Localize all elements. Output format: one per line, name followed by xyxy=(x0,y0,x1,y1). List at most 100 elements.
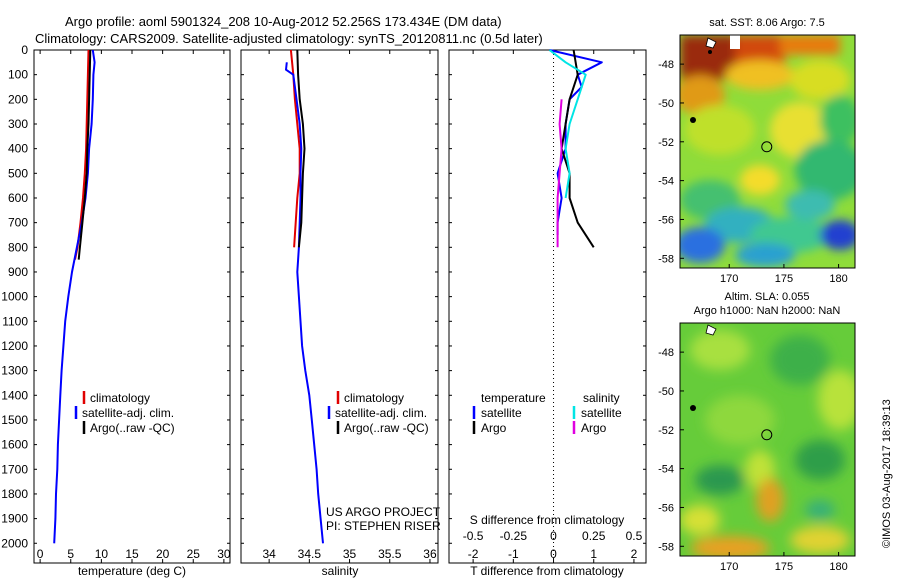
map-y-tick-label: -58 xyxy=(658,541,674,553)
x-tick-label: 20 xyxy=(156,547,170,561)
salinity-plot-frame xyxy=(240,49,439,564)
legend-label-satellite: satellite-adj. clim. xyxy=(82,406,174,420)
sla-map-title-2: Argo h1000: NaN h2000: NaN xyxy=(694,305,841,317)
t-difference-x-label: T difference from climatology xyxy=(470,564,624,578)
depth-tick-label: 600 xyxy=(8,191,28,205)
map-y-tick-label: -48 xyxy=(658,347,674,359)
depth-tick-label: 1200 xyxy=(1,339,28,353)
depth-tick-label: 500 xyxy=(8,166,28,180)
sst-map-ticks: 170 175 180 -48 -50 -52 -54 -56 -58 xyxy=(658,59,848,285)
depth-tick-label: 1100 xyxy=(2,314,28,328)
legend-label-s-satellite: satellite xyxy=(581,406,622,420)
temperature-panel-ticks: 0 5 10 15 20 25 30 xyxy=(34,49,231,563)
difference-plot-frame xyxy=(448,49,647,564)
x-tick-label: 35 xyxy=(343,547,357,561)
x-tick-label: 1 xyxy=(590,547,597,561)
series-line-blue xyxy=(53,49,96,544)
legend-label-argo: Argo(..raw -QC) xyxy=(344,421,429,435)
depth-tick-label: 1700 xyxy=(1,462,28,476)
map-x-tick-label: 180 xyxy=(829,561,847,573)
salinity-panel-ticks: 34 34.5 35 35.5 36 xyxy=(241,49,438,563)
map-x-tick-label: 180 xyxy=(829,273,847,285)
difference-legend: temperature salinity satellite Argo sate… xyxy=(472,391,622,435)
map-x-tick-label: 175 xyxy=(775,561,793,573)
temperature-profile-lines xyxy=(53,49,96,544)
x-tick-label: -2 xyxy=(468,547,479,561)
depth-tick-label: 700 xyxy=(8,216,28,230)
x-tick-label: 34.5 xyxy=(298,547,322,561)
s-diff-tick-label: 0.5 xyxy=(626,529,643,543)
x-tick-label: 25 xyxy=(187,547,201,561)
map-x-tick-label: 175 xyxy=(775,273,793,285)
map-y-tick-label: -50 xyxy=(658,386,674,398)
x-tick-label: 10 xyxy=(95,547,109,561)
x-tick-label: 30 xyxy=(217,547,231,561)
s-difference-x-label: S difference from climatology xyxy=(470,513,625,527)
s-diff-tick-label: 0 xyxy=(550,529,557,543)
x-tick-label: 36 xyxy=(423,547,437,561)
depth-axis-tick-labels: 0 100 200 300 400 500 600 700 800 900 1000 1100 1200… xyxy=(1,43,28,550)
x-tick-label: 2 xyxy=(631,547,638,561)
s-diff-tick-label: -0.25 xyxy=(500,529,528,543)
sla-map-frame xyxy=(679,322,856,557)
argo-location-marker xyxy=(761,141,773,153)
depth-tick-label: 400 xyxy=(8,142,28,156)
depth-tick-label: 1400 xyxy=(1,388,28,402)
legend-label-t-satellite: satellite xyxy=(481,406,522,420)
imos-credit: ©IMOS 03-Aug-2017 18:39:13 xyxy=(881,399,893,548)
sla-map-ticks: 170 175 180 -48 -50 -52 -54 -56 -58 xyxy=(658,347,848,573)
temperature-x-label: temperature (deg C) xyxy=(78,564,186,578)
depth-tick-label: 1500 xyxy=(1,413,28,427)
map-x-tick-label: 170 xyxy=(720,273,738,285)
salinity-x-label: salinity xyxy=(322,564,359,578)
map-y-tick-label: -58 xyxy=(658,253,674,265)
legend-label-t-argo: Argo xyxy=(481,421,507,435)
depth-tick-label: 1000 xyxy=(1,290,28,304)
s-diff-tick-label: 0.25 xyxy=(582,529,606,543)
series-line-black xyxy=(296,49,306,248)
map-x-tick-label: 170 xyxy=(720,561,738,573)
depth-tick-label: 900 xyxy=(8,265,28,279)
temperature-plot-frame xyxy=(33,49,231,564)
series-line-magenta xyxy=(556,99,563,248)
x-tick-label: 15 xyxy=(125,547,139,561)
map-y-tick-label: -54 xyxy=(658,464,674,476)
depth-tick-label: 300 xyxy=(8,117,28,131)
series-line-black xyxy=(77,49,92,260)
depth-tick-label: 0 xyxy=(21,43,28,57)
title-line-1: Argo profile: aoml 5901324_208 10-Aug-20… xyxy=(65,14,502,29)
sst-map-frame xyxy=(679,34,856,269)
project-pi: PI: STEPHEN RISER xyxy=(326,519,441,533)
legend-label-argo: Argo(..raw -QC) xyxy=(90,421,175,435)
x-tick-label: 34 xyxy=(262,547,276,561)
legend-label-s-argo: Argo xyxy=(581,421,607,435)
sst-map-title: sat. SST: 8.06 Argo: 7.5 xyxy=(709,17,825,29)
depth-tick-label: 800 xyxy=(8,240,28,254)
title-line-2: Climatology: CARS2009. Satellite-adjuste… xyxy=(35,31,543,46)
map-y-tick-label: -52 xyxy=(658,137,674,149)
x-tick-label: 5 xyxy=(67,547,74,561)
series-line-cyan xyxy=(548,49,587,199)
argo-location-marker xyxy=(761,429,773,441)
depth-tick-label: 1800 xyxy=(1,487,28,501)
map-y-tick-label: -56 xyxy=(658,214,674,226)
salinity-profile-lines xyxy=(285,49,324,544)
sla-heatmap xyxy=(680,323,855,556)
depth-tick-label: 1900 xyxy=(1,512,28,526)
legend-label-climatology: climatology xyxy=(90,391,150,405)
depth-tick-label: 200 xyxy=(8,92,28,106)
legend-label-climatology: climatology xyxy=(344,391,404,405)
s-diff-tick-label: -0.5 xyxy=(463,529,484,543)
sst-heatmap xyxy=(680,35,855,268)
depth-tick-label: 1600 xyxy=(1,438,28,452)
project-name: US ARGO PROJECT xyxy=(326,505,441,519)
salinity-legend: climatology satellite-adj. clim. Argo(..… xyxy=(327,391,429,435)
sla-map-title-1: Altim. SLA: 0.055 xyxy=(725,291,810,303)
legend-header-salinity: salinity xyxy=(583,391,620,405)
series-line-blue xyxy=(285,62,324,544)
difference-profile-lines xyxy=(548,49,603,248)
map-y-tick-label: -56 xyxy=(658,502,674,514)
temperature-legend: climatology satellite-adj. clim. Argo(..… xyxy=(74,391,175,435)
